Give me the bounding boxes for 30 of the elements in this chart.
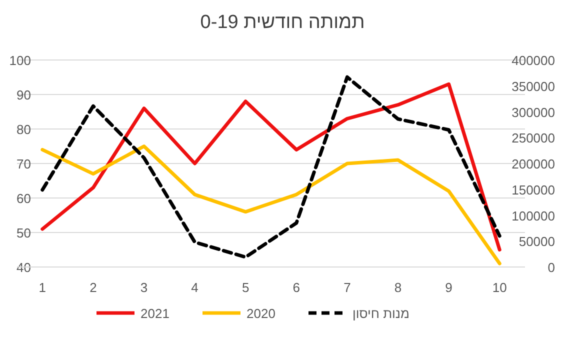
- y2-tick-label: 400000: [512, 53, 555, 68]
- y2-tick-label: 100000: [512, 208, 555, 224]
- y-tick-label: 50: [16, 226, 31, 240]
- x-tick-label: 2: [90, 280, 97, 295]
- x-tick-label: 10: [492, 280, 507, 295]
- x-tick-label: 7: [344, 280, 351, 295]
- x-tick-label: 5: [242, 280, 250, 295]
- legend-label: מנות חיסון: [352, 306, 410, 321]
- y2-tick-label: 200000: [512, 156, 555, 172]
- y2-tick-label: 50000: [518, 234, 555, 250]
- x-tick-label: 9: [445, 280, 452, 295]
- y-tick-label: 100: [9, 53, 31, 68]
- x-tick-label: 1: [38, 280, 46, 295]
- line-series: [40, 144, 502, 266]
- y-tick-label: 70: [16, 156, 31, 172]
- legend-label: 2020: [246, 306, 276, 321]
- y2-tick-label: 0: [548, 260, 555, 275]
- y2-tick-label: 350000: [512, 78, 555, 94]
- legend-label: 2021: [140, 306, 170, 321]
- y-tick-label: 80: [16, 122, 31, 137]
- y-tick-label: 90: [16, 88, 31, 102]
- chart-title: תמותה חודשית 0-19: [200, 12, 365, 33]
- y-tick-label: 60: [16, 191, 31, 206]
- y2-tick-label: 250000: [512, 130, 555, 146]
- y2-tick-label: 300000: [512, 104, 555, 120]
- x-tick-label: 8: [394, 280, 402, 295]
- x-tick-label: 3: [140, 280, 148, 295]
- x-tick-label: 4: [191, 280, 198, 295]
- y2-tick-label: 150000: [512, 182, 555, 198]
- x-tick-label: 6: [292, 280, 300, 295]
